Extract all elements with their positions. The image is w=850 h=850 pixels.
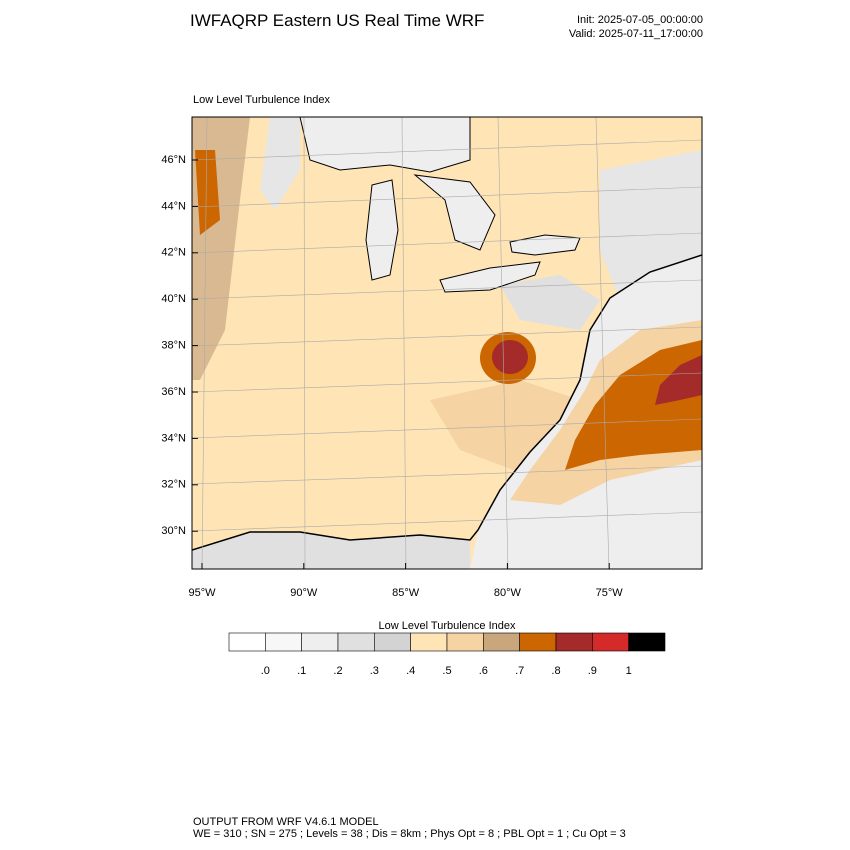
- lon-label: 95°W: [188, 587, 216, 599]
- lat-label: 44°N: [161, 200, 186, 212]
- colorbar-box: [265, 632, 302, 652]
- lat-label: 42°N: [161, 247, 186, 259]
- lake-michigan: [365, 179, 399, 281]
- coastline: [192, 254, 702, 551]
- colorbar-box: [555, 632, 593, 652]
- lake-huron: [413, 174, 496, 251]
- colorbar-label: .7: [515, 665, 524, 677]
- lon-label: 85°W: [392, 587, 420, 599]
- gray-region: [600, 150, 702, 300]
- colorbar-box: [446, 632, 484, 652]
- lat-label: 34°N: [161, 432, 186, 444]
- colorbar-box: [337, 632, 375, 652]
- colorbar-label: .1: [297, 665, 306, 677]
- orange-region: [565, 340, 702, 470]
- lat-label: 40°N: [161, 293, 186, 305]
- footer-line: WE = 310 ; SN = 275 ; Levels = 38 ; Dis …: [193, 828, 626, 840]
- colorbar: .0 .1 .2 .3 .4 .5 .6 .7 .8 .9 1: [228, 632, 666, 677]
- colorbar-box: [301, 632, 339, 652]
- colorbar-label: .4: [406, 665, 415, 677]
- gulf: [192, 532, 470, 569]
- lat-label: 30°N: [161, 525, 186, 537]
- colorbar-box: [519, 632, 557, 652]
- colorbar-label: .0: [261, 665, 270, 677]
- title: IWFAQRP Eastern US Real Time WRF: [190, 11, 484, 30]
- gray-region: [260, 117, 300, 210]
- footer-line: OUTPUT FROM WRF V4.6.1 MODEL: [193, 816, 379, 828]
- lon-label: 75°W: [596, 587, 624, 599]
- red-region: [655, 355, 702, 405]
- colorbar-box: [228, 632, 266, 652]
- lon-label: 80°W: [494, 587, 522, 599]
- colorbar-box: [592, 632, 629, 652]
- init-time: Init: 2025-07-05_00:00:00: [577, 14, 703, 26]
- lon-labels: 95°W 90°W 85°W 80°W 75°W: [188, 563, 623, 599]
- lat-label: 36°N: [161, 386, 186, 398]
- map-frame: [191, 116, 703, 570]
- lon-label: 90°W: [290, 587, 318, 599]
- lat-label: 38°N: [161, 340, 186, 352]
- lat-label: 32°N: [161, 479, 186, 491]
- colorbar-title: Low Level Turbulence Index: [379, 620, 516, 632]
- colorbar-box: [410, 632, 448, 652]
- map-subtitle: Low Level Turbulence Index: [193, 94, 330, 106]
- map-field: [192, 117, 702, 569]
- lat-labels: 46°N 44°N 42°N 40°N 38°N 36°N 34°N 32°N 30°N: [161, 154, 198, 537]
- colorbar-box: [483, 632, 520, 652]
- lake-superior: [299, 117, 471, 173]
- orange-region: [195, 150, 220, 235]
- colorbar-box: [628, 632, 666, 652]
- valid-time: Valid: 2025-07-11_17:00:00: [569, 28, 703, 40]
- lake-erie: [439, 261, 541, 293]
- colorbar-box: [374, 632, 411, 652]
- colorbar-label: .9: [588, 665, 597, 677]
- colorbar-label: .5: [442, 665, 451, 677]
- colorbar-label: .3: [370, 665, 379, 677]
- colorbar-label: .8: [551, 665, 560, 677]
- lat-label: 46°N: [161, 154, 186, 166]
- colorbar-label: .6: [479, 665, 488, 677]
- colorbar-label: .2: [333, 665, 342, 677]
- gray-region: [500, 275, 600, 330]
- colorbar-label: 1: [626, 665, 632, 677]
- red-region: [492, 340, 528, 374]
